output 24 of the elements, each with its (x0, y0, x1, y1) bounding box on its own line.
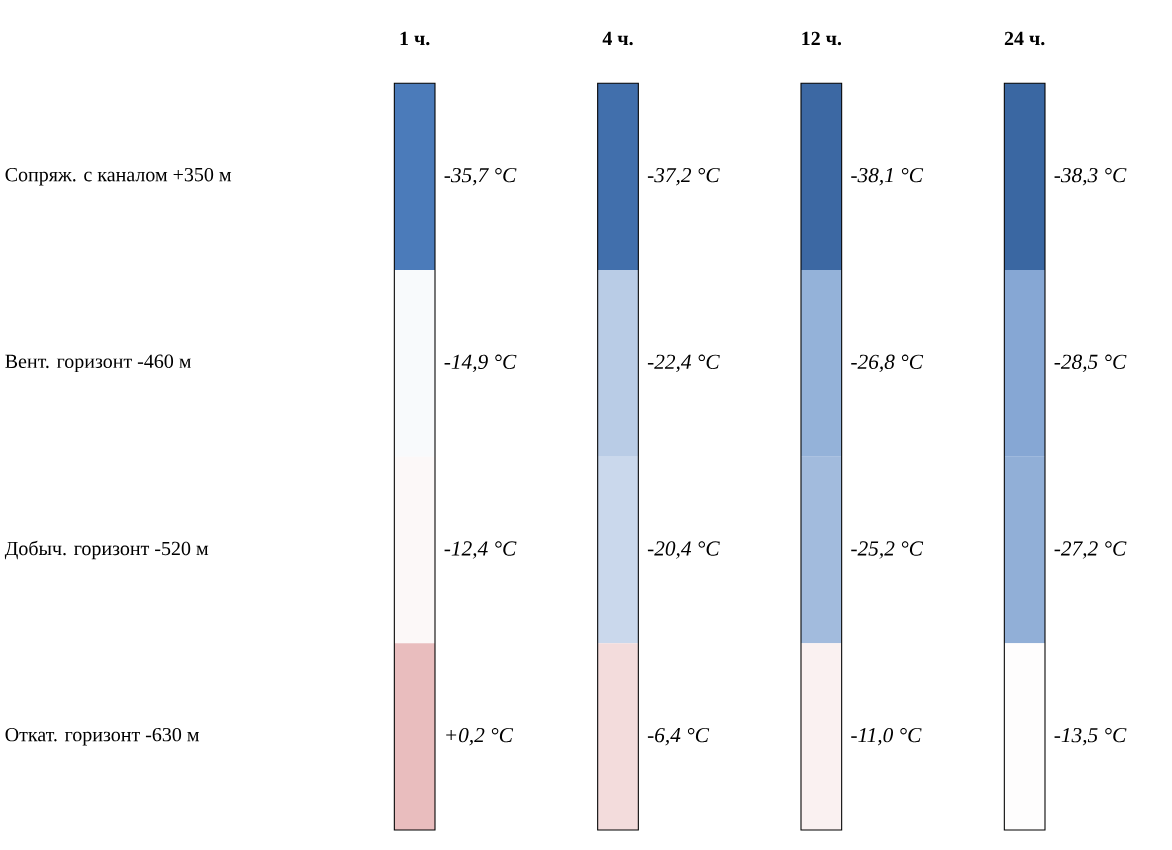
data-label: -12,4 °C (444, 541, 517, 559)
data-label: -35,7 °C (444, 167, 517, 186)
x-tick-label: 24 ч. (1004, 31, 1045, 46)
y-tick-label: Добыч. горизонт -520 м (4, 540, 209, 560)
data-label: -27,2 °C (1054, 541, 1127, 559)
y-tick-label: Сопряж. с каналом +350 м (5, 167, 232, 186)
data-label: -26,8 °C (851, 354, 924, 373)
data-label: -11,0 °C (851, 727, 922, 746)
data-label: -6,4 °C (647, 727, 710, 746)
data-label: -28,5 °C (1054, 354, 1127, 373)
x-tick-label: 1 ч. (400, 31, 430, 46)
data-label: -20,4 °C (647, 541, 720, 559)
data-label: -25,2 °C (851, 541, 924, 559)
x-tick-label: 12 ч. (802, 31, 842, 46)
x-tick-label: 4 ч. (602, 31, 633, 46)
y-tick-label: Откат. горизонт -630 м (5, 727, 200, 746)
data-label: -14,9 °C (444, 354, 517, 373)
data-label: -38,1 °C (851, 167, 924, 186)
data-label: -22,4 °C (647, 354, 720, 373)
data-label: +0,2 °C (446, 727, 514, 746)
data-label: -38,3 °C (1054, 167, 1127, 186)
y-tick-label: Вент. горизонт -460 м (5, 354, 191, 373)
data-label: -37,2 °C (647, 167, 720, 186)
data-label: -13,5 °C (1054, 727, 1127, 746)
